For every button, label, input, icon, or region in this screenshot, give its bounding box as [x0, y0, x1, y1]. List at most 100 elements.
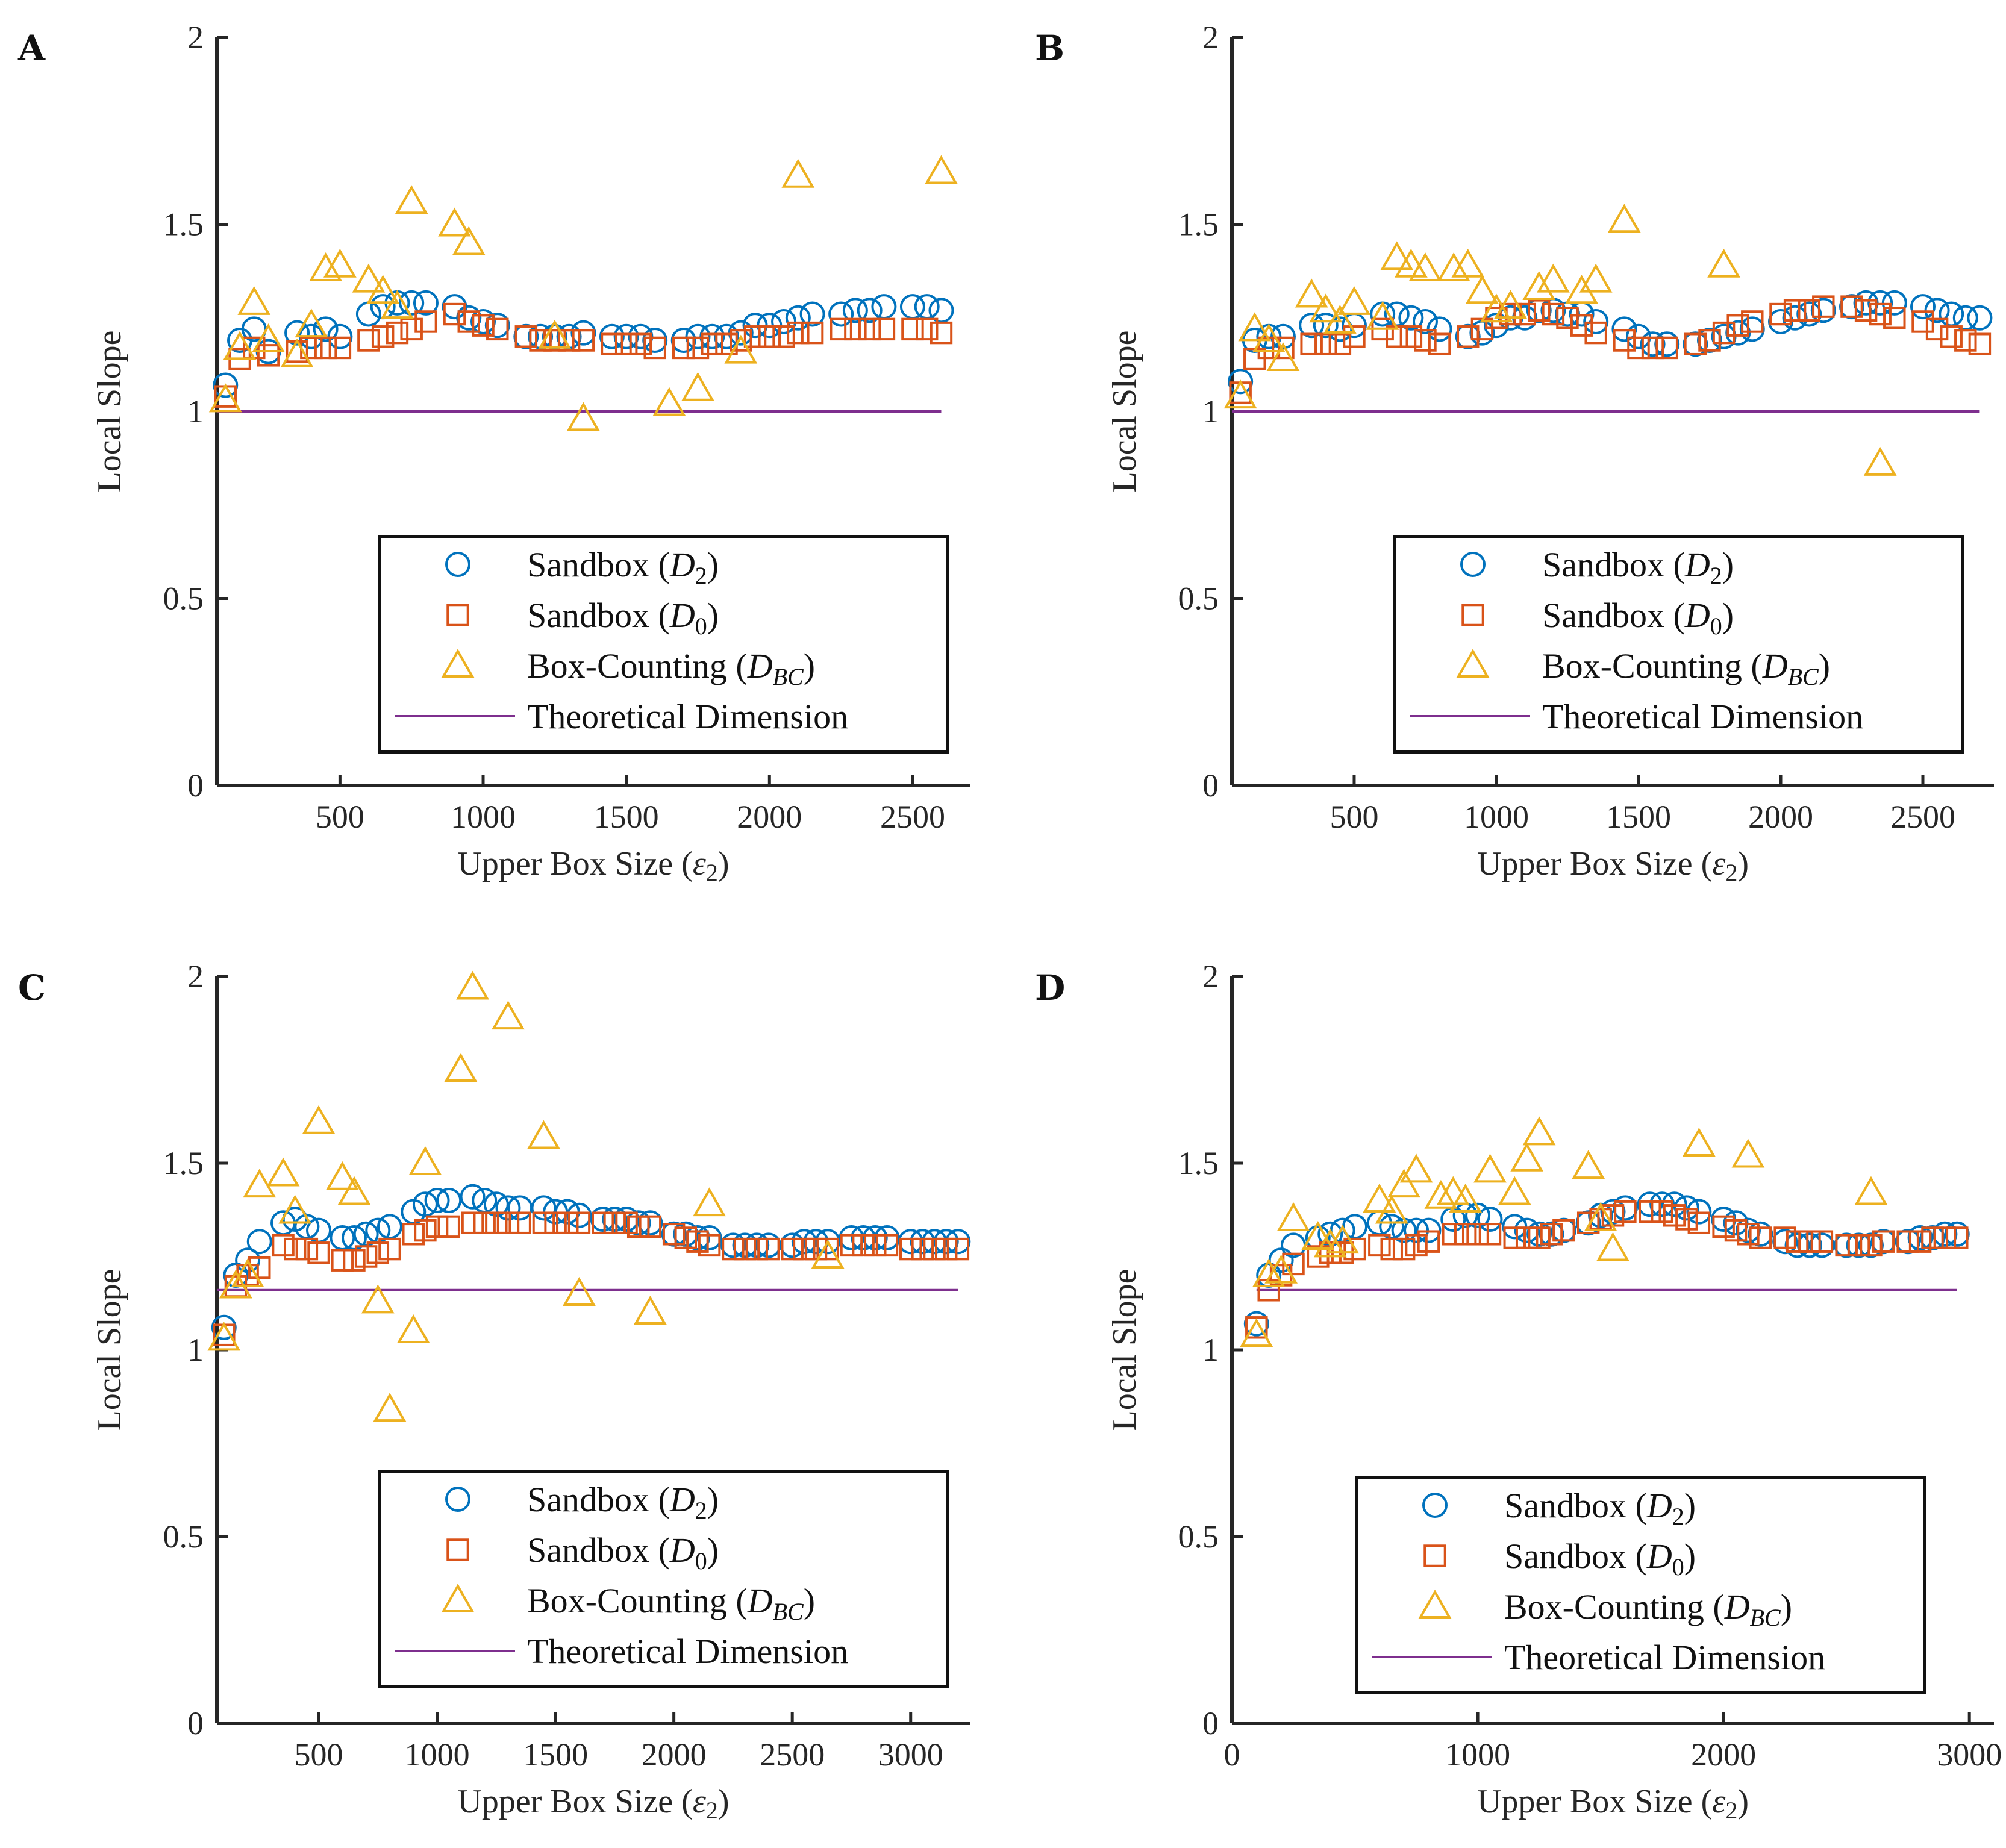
series-d0 — [214, 302, 953, 408]
d0-point — [733, 1237, 757, 1261]
d2-point — [1735, 1217, 1761, 1243]
d0-point — [1925, 317, 1949, 341]
d0-point — [830, 317, 852, 341]
d2-point — [945, 1229, 971, 1255]
x-tick-label: 1000 — [1445, 1737, 1510, 1773]
d0-point — [414, 1219, 437, 1242]
dbc-point — [252, 323, 285, 352]
dbc-point — [1572, 1150, 1605, 1179]
y-axis-label: Local Slope — [1106, 330, 1143, 492]
x-tick-label: 2000 — [1748, 799, 1813, 835]
legend-d0-marker — [1423, 1544, 1446, 1567]
d0-point — [1343, 325, 1366, 348]
dbc-point — [1510, 1142, 1544, 1172]
d2-point — [661, 1221, 687, 1247]
d2-point — [1784, 1232, 1810, 1258]
d2-point — [1477, 1207, 1503, 1232]
legend-d0-marker — [1461, 604, 1484, 626]
dbc-point — [693, 1187, 726, 1217]
d2-point — [871, 294, 897, 320]
d0-point — [758, 325, 781, 348]
dbc-point — [1301, 1221, 1335, 1250]
series-dbc — [1223, 204, 1897, 476]
dbc-point — [1375, 1194, 1408, 1224]
d2-point — [246, 1229, 272, 1255]
d0-point — [437, 1215, 460, 1238]
legend-d2-marker — [445, 1487, 470, 1512]
d0-point — [1542, 302, 1565, 326]
d0-point — [508, 1211, 531, 1234]
dbc-point — [208, 383, 242, 413]
y-tick-label: 0.5 — [163, 581, 204, 617]
d0-point — [1343, 1237, 1366, 1261]
dbc-point — [1584, 1202, 1617, 1231]
dbc-point — [1854, 1176, 1888, 1205]
d0-point — [629, 332, 652, 355]
d2-point — [1514, 1217, 1540, 1243]
y-tick-label: 0.5 — [1178, 581, 1219, 617]
y-axis-label: Local Slope — [91, 330, 128, 492]
dbc-point — [1399, 1153, 1433, 1183]
d0-point — [1478, 1223, 1502, 1246]
d0-point — [1414, 329, 1437, 352]
d2-point — [1673, 1195, 1699, 1221]
d0-point — [662, 1223, 686, 1246]
d0-point — [283, 1237, 307, 1261]
dbc-point — [538, 319, 572, 349]
x-axis-label: Upper Box Size (ε2) — [457, 1783, 729, 1824]
legend-dbc-label: Box-Counting (DBC) — [527, 646, 815, 690]
panel-d: D 0 0.5 1 1.5 2 0 1000 2000 3000 Upper Box Size (ε… — [1035, 958, 2002, 1824]
dbc-point — [1579, 263, 1613, 293]
d0-point — [1515, 1226, 1539, 1249]
d0-point — [1786, 1230, 1809, 1253]
d0-point — [1454, 1223, 1477, 1246]
d2-point — [799, 301, 825, 327]
dbc-point — [652, 387, 686, 416]
series-d2 — [213, 290, 954, 398]
d2-point — [1455, 323, 1481, 349]
d2-point — [1809, 1232, 1835, 1258]
d0-point — [378, 1237, 401, 1261]
y-tick-label: 2 — [187, 19, 204, 55]
d2-point — [899, 294, 925, 320]
legend-d0-label: Sandbox (D0) — [527, 1531, 719, 1575]
d2-point — [570, 320, 596, 346]
d0-point — [899, 1237, 922, 1261]
d0-point — [1663, 1204, 1686, 1227]
d0-point — [1638, 1200, 1661, 1223]
dbc-point — [395, 185, 428, 214]
d2-point — [602, 1207, 628, 1232]
d2-point — [614, 1207, 640, 1232]
x-tick-label: 2000 — [737, 799, 802, 835]
d0-point — [496, 1211, 520, 1234]
dbc-point — [237, 286, 271, 315]
d0-point — [1896, 1230, 1919, 1253]
d2-point — [625, 1210, 651, 1236]
dbc-point — [1295, 278, 1328, 308]
dbc-point — [223, 331, 257, 360]
d2-point — [484, 313, 510, 339]
d0-point — [1314, 332, 1337, 355]
dbc-point — [309, 252, 342, 281]
dbc-point — [366, 275, 400, 304]
d0-point — [1613, 329, 1636, 352]
legend-d2-marker — [1422, 1493, 1448, 1518]
d0-point — [1773, 1226, 1796, 1249]
d0-point — [386, 321, 409, 345]
d0-point — [1724, 1219, 1748, 1242]
legend-dbc-marker — [1456, 649, 1490, 678]
d0-point — [1954, 329, 1977, 352]
dbc-point — [1480, 293, 1513, 323]
d2-point — [1839, 294, 1864, 320]
d0-point — [1749, 1226, 1772, 1249]
d2-point — [1810, 298, 1836, 323]
d2-point — [436, 1188, 462, 1213]
d0-point — [544, 1211, 567, 1234]
d0-point — [1726, 314, 1749, 337]
legend-d2-label: Sandbox (D2) — [1542, 545, 1734, 589]
d0-point — [357, 329, 380, 352]
d0-point — [1687, 1211, 1711, 1234]
d0-point — [757, 1237, 780, 1261]
x-tick-label: 2000 — [1691, 1737, 1756, 1773]
